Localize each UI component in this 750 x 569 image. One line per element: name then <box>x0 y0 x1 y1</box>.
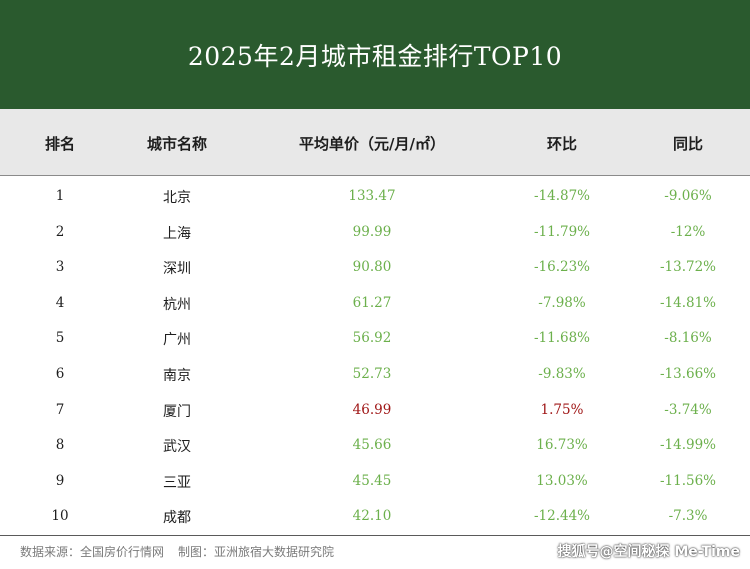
yoy-cell: -13.66% <box>659 366 717 382</box>
mom-cell: -12.44% <box>533 508 591 525</box>
yoy-cell: -3.74% <box>664 401 712 418</box>
city-cell: 上海 <box>163 225 191 242</box>
watermark: 搜狐号@空间秘探 Me-Time <box>557 544 741 560</box>
price-cell: 42.10 <box>352 508 392 525</box>
price-cell: 99.99 <box>352 223 392 240</box>
price-cell: 133.47 <box>348 188 396 204</box>
rank-cell: 8 <box>55 437 65 454</box>
footer-source: 数据来源：全国房价行情网 <box>20 545 165 559</box>
yoy-cell: -14.99% <box>659 437 717 454</box>
yoy-cell: -11.56% <box>659 472 717 489</box>
table-row: 4 杭州 61.27 -7.98% -14.81% <box>0 285 750 321</box>
table-row: 2 上海 99.99 -11.79% -12% <box>0 214 750 250</box>
yoy-cell: -8.16% <box>664 330 712 347</box>
rank-cell: 9 <box>55 472 65 489</box>
footer: 数据来源：全国房价行情网 制图：亚洲旅宿大数据研究院 <box>20 543 334 560</box>
price-cell: 61.27 <box>352 294 392 311</box>
city-cell: 深圳 <box>163 261 191 278</box>
rank-cell: 7 <box>55 401 65 418</box>
rank-cell: 10 <box>51 508 69 525</box>
header-price: 平均单价（元/月/㎡） <box>299 135 445 153</box>
table-row: 6 南京 52.73 -9.83% -13.66% <box>0 356 750 392</box>
rank-cell: 4 <box>55 294 65 311</box>
mom-cell: -9.83% <box>538 366 586 382</box>
title-bar: 2025年2月城市租金排行TOP10 <box>0 0 750 109</box>
yoy-cell: -13.72% <box>659 259 717 276</box>
mom-cell: -16.23% <box>533 259 591 276</box>
yoy-cell: -7.3% <box>668 508 708 525</box>
city-cell: 广州 <box>163 332 191 349</box>
table-bottom-rule <box>0 535 750 536</box>
yoy-cell: -14.81% <box>659 294 717 311</box>
table-row: 1 北京 133.47 -14.87% -9.06% <box>0 178 750 214</box>
mom-cell: -7.98% <box>538 294 586 311</box>
header-rank: 排名 <box>44 135 76 153</box>
table-row: 9 三亚 45.45 13.03% -11.56% <box>0 463 750 499</box>
header-mom: 环比 <box>546 135 578 153</box>
price-cell: 45.45 <box>352 472 392 489</box>
rank-cell: 5 <box>55 330 65 347</box>
price-cell: 90.80 <box>352 259 392 276</box>
mom-cell: 13.03% <box>536 472 588 489</box>
rank-cell: 3 <box>55 259 65 276</box>
rank-cell: 6 <box>55 366 65 382</box>
footer-producer: 制图：亚洲旅宿大数据研究院 <box>178 545 335 559</box>
mom-cell: 1.75% <box>540 401 584 418</box>
table-row: 3 深圳 90.80 -16.23% -13.72% <box>0 249 750 285</box>
table-row: 8 武汉 45.66 16.73% -14.99% <box>0 427 750 463</box>
city-cell: 成都 <box>163 510 191 527</box>
table-row: 10 成都 42.10 -12.44% -7.3% <box>0 498 750 534</box>
header-city: 城市名称 <box>146 135 208 153</box>
page-title: 2025年2月城市租金排行TOP10 <box>187 41 563 71</box>
price-cell: 56.92 <box>352 330 392 347</box>
price-cell: 46.99 <box>352 401 392 418</box>
table-header: 排名 城市名称 平均单价（元/月/㎡） 环比 同比 <box>0 109 750 176</box>
mom-cell: 16.73% <box>536 437 588 454</box>
city-cell: 武汉 <box>163 439 191 456</box>
city-cell: 三亚 <box>163 474 191 491</box>
city-cell: 北京 <box>163 190 191 206</box>
mom-cell: -11.68% <box>533 330 591 347</box>
price-cell: 45.66 <box>352 437 392 454</box>
yoy-cell: -9.06% <box>664 188 712 204</box>
mom-cell: -14.87% <box>533 188 591 204</box>
price-cell: 52.73 <box>352 366 392 382</box>
yoy-cell: -12% <box>670 223 706 240</box>
rank-cell: 2 <box>55 223 65 240</box>
rank-cell: 1 <box>55 188 65 204</box>
city-cell: 南京 <box>163 368 191 384</box>
header-yoy: 同比 <box>672 135 704 153</box>
table-row: 7 厦门 46.99 1.75% -3.74% <box>0 392 750 428</box>
mom-cell: -11.79% <box>533 223 591 240</box>
table-row: 5 广州 56.92 -11.68% -8.16% <box>0 320 750 356</box>
city-cell: 厦门 <box>163 403 191 420</box>
city-cell: 杭州 <box>163 296 191 313</box>
